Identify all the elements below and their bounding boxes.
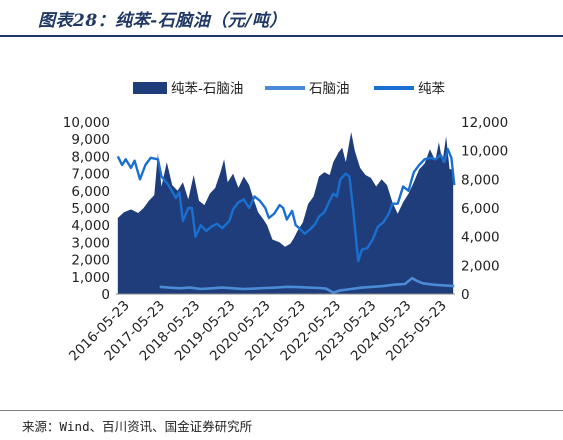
left-axis-tick-label: 4,000	[71, 218, 110, 234]
left-axis-tick-label: 3,000	[71, 235, 110, 251]
right-axis-tick-label: 10,000	[461, 144, 508, 160]
right-axis-tick-label: 12,000	[461, 115, 508, 131]
left-axis-tick-label: 7,000	[71, 167, 110, 183]
left-axis-tick-label: 9,000	[71, 132, 110, 148]
source-note: 来源：Wind、百川资讯、国金证券研究所	[22, 419, 253, 434]
right-axis-tick-label: 2,000	[461, 258, 500, 274]
series-area-benzene-naphtha-spread	[117, 132, 454, 294]
right-axis-tick-label: 8,000	[461, 172, 500, 188]
left-axis-tick-label: 8,000	[71, 149, 110, 165]
legend-label-benzene: 纯苯	[418, 81, 445, 97]
right-axis-tick-label: 0	[461, 287, 470, 303]
legend-label-naphtha: 石脑油	[309, 81, 350, 97]
left-axis-tick-label: 0	[101, 287, 110, 303]
source-rule	[0, 410, 563, 411]
figure-title: 图表28：纯苯-石脑油（元/吨）	[38, 11, 287, 31]
right-axis-tick-label: 4,000	[461, 230, 500, 246]
left-axis-tick-label: 5,000	[71, 201, 110, 217]
left-axis-tick-label: 6,000	[71, 184, 110, 200]
legend-swatch-spread	[133, 82, 167, 94]
chart: 01,0002,0003,0004,0005,0006,0007,0008,00…	[63, 81, 509, 364]
left-axis-tick-label: 1,000	[71, 270, 110, 286]
right-axis-tick-label: 6,000	[461, 201, 500, 217]
left-axis-tick-label: 2,000	[71, 253, 110, 269]
series-line-naphtha	[159, 276, 455, 294]
left-axis-tick-label: 10,000	[63, 115, 110, 131]
title-rule	[0, 35, 563, 37]
series-line-benzene	[116, 148, 456, 263]
legend-label-spread: 纯苯-石脑油	[171, 81, 243, 97]
